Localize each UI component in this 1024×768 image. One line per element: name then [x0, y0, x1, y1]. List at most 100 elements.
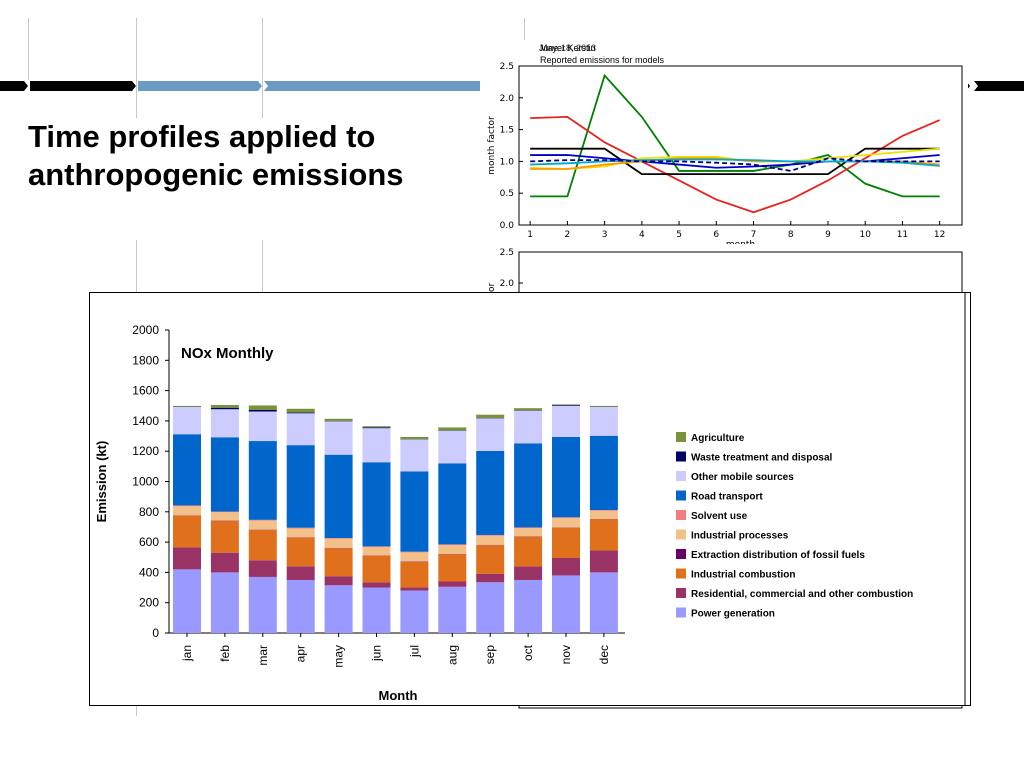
bar-segment [589, 510, 618, 520]
legend-swatch [676, 490, 686, 501]
bar-segment [552, 405, 580, 406]
x-tick-label: 12 [934, 230, 945, 240]
x-axis-label: Month [379, 688, 418, 703]
plot-frame [518, 65, 963, 226]
bar-segment [173, 569, 201, 633]
bar-segment [248, 520, 277, 530]
y-tick-label: 1000 [132, 475, 159, 489]
x-tick-label: 1 [527, 230, 533, 240]
bar-segment [173, 547, 201, 570]
header-band [0, 81, 1024, 91]
bar-segment [362, 428, 391, 463]
bar-segment [476, 582, 505, 633]
y-tick-label: 200 [139, 596, 159, 610]
bar-segment [362, 462, 391, 547]
bar-segment [552, 527, 580, 559]
vertical-rule [136, 18, 137, 118]
chart-title: NOx Monthly [181, 345, 274, 362]
bar-segment [210, 437, 239, 512]
legend-swatch [676, 471, 686, 481]
bar-segment [362, 546, 391, 548]
bar-segment [438, 581, 467, 587]
x-tick-label: 10 [859, 230, 871, 240]
x-tick-label: jun [370, 645, 384, 662]
bar-segment [248, 529, 277, 561]
nox-monthly-chart-box: NOx Monthly 0 200 400 600 800 1000 1200 1400 1600… [89, 292, 971, 706]
y-tick-label: 2.0 [500, 94, 515, 104]
bar-segment [324, 576, 353, 586]
bar-segment [173, 434, 201, 506]
legend-swatch [676, 510, 686, 520]
bar-segment [286, 445, 315, 528]
bar-segment [400, 471, 429, 552]
legend-swatch [676, 588, 686, 598]
bar-segment [400, 436, 429, 440]
bar-segment [514, 566, 543, 580]
bar-segment [248, 409, 277, 412]
bar-segment [438, 554, 467, 582]
legend-swatch [676, 529, 686, 540]
y-axis-label: Emission (kt) [94, 441, 109, 523]
bar-segment [362, 587, 391, 633]
bar-segment [286, 579, 315, 633]
bar-segment [400, 552, 429, 562]
bar-segment [324, 585, 353, 633]
bar-segment [210, 409, 239, 438]
bar-segment [286, 528, 315, 538]
bar-segment [324, 538, 353, 539]
bar-segment [210, 552, 239, 573]
x-tick-label: oct [521, 644, 535, 661]
bar-segment [324, 454, 353, 539]
bar-segment [589, 405, 618, 407]
bar-segment [589, 572, 618, 633]
legend-swatch [676, 568, 686, 579]
legend-swatch [676, 549, 686, 559]
y-tick-label: 0.5 [500, 189, 514, 199]
x-tick-label: 11 [897, 230, 908, 240]
bar-segment [173, 406, 201, 435]
legend-label: Residential, commercial and other combus… [691, 589, 913, 600]
bar-segment [210, 520, 239, 553]
bar-segment [210, 407, 239, 410]
bar-segment [362, 555, 391, 583]
x-tick-label: 7 [751, 230, 757, 240]
author-stamp: Mayer Kerstin [540, 43, 596, 53]
bar-segment [589, 550, 618, 573]
bar-segment [286, 413, 315, 446]
legend-label: Agriculture [691, 433, 745, 444]
bar-segment [210, 512, 239, 521]
x-tick-label: jul [407, 645, 421, 658]
bar-segment [210, 511, 239, 513]
x-tick-label: apr [294, 645, 308, 662]
bar-segment [589, 435, 618, 510]
bar-segment [514, 443, 543, 528]
bar-segment [552, 575, 580, 633]
bar-segment [514, 536, 543, 567]
vertical-rule [262, 240, 263, 292]
bar-segment [248, 411, 277, 442]
legend-label: Industrial processes [691, 531, 789, 542]
x-tick-label: aug [445, 645, 459, 665]
x-tick-label: may [332, 645, 346, 668]
bar-segment [514, 527, 543, 529]
y-tick-label: 2.5 [500, 62, 514, 72]
y-tick-label: 0 [152, 626, 159, 640]
x-tick-label: 4 [639, 230, 645, 240]
x-tick-label: 9 [825, 230, 831, 240]
bar-segment [210, 572, 239, 633]
month-factor-chart: 0.00.51.01.52.02.5123456789101112monthmo… [487, 62, 963, 250]
bar-segment [210, 404, 239, 408]
legend-label: Road transport [691, 492, 763, 503]
series-line [530, 157, 940, 172]
y-axis-label: month factor [487, 116, 497, 175]
bar-segment [476, 573, 505, 583]
bar-segment [286, 566, 315, 580]
bar-segment [438, 463, 467, 545]
bar-segment [514, 408, 543, 411]
legend-swatch [676, 451, 686, 462]
legend-label: Waste treatment and disposal [691, 453, 833, 464]
vertical-rule [524, 18, 525, 48]
bar-segment [514, 410, 543, 444]
bar-segment [173, 405, 201, 407]
bar-segment [438, 545, 467, 554]
